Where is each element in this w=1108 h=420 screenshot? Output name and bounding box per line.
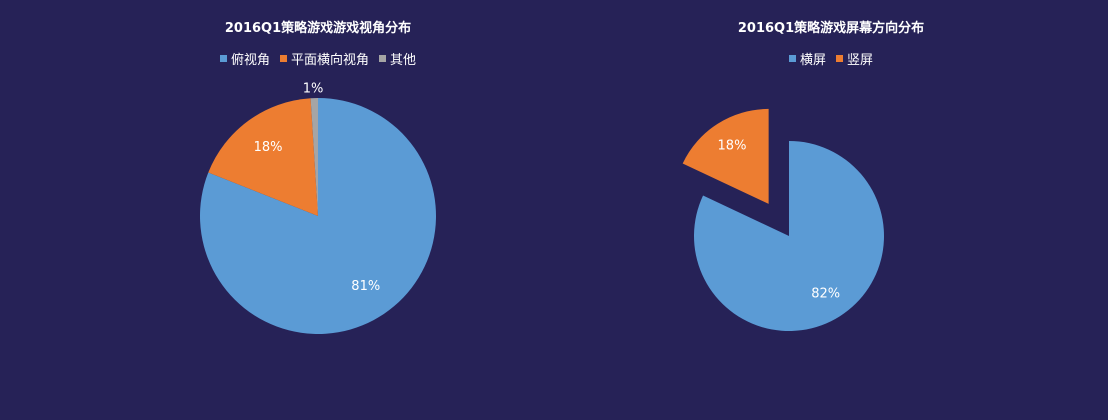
legend-item: 横屏 — [788, 49, 826, 68]
view-angle-pie: 81% 18% 1% — [199, 82, 437, 335]
legend-item: 其他 — [379, 49, 416, 68]
screen-orientation-chart: 2016Q1策略游戏屏幕方向分布 横屏 竖屏 82% 18% — [554, 0, 1108, 420]
data-label: 81% — [351, 279, 380, 294]
chart-legend: 横屏 竖屏 — [554, 49, 1108, 68]
view-angle-chart: 2016Q1策略游戏游戏视角分布 俯视角 平面横向视角 其他 81% 18% 1% — [0, 21, 636, 335]
legend-swatch — [379, 55, 386, 62]
chart-title: 2016Q1策略游戏屏幕方向分布 — [737, 21, 925, 36]
legend-item: 平面横向视角 — [279, 49, 369, 68]
legend-swatch — [279, 55, 287, 62]
legend-label: 平面横向视角 — [290, 53, 369, 68]
legend-label: 竖屏 — [847, 53, 874, 68]
legend-label: 横屏 — [799, 53, 826, 68]
chart-title: 2016Q1策略游戏游戏视角分布 — [224, 21, 412, 36]
pie-slice — [199, 98, 437, 335]
data-label: 18% — [254, 140, 283, 155]
legend-label: 俯视角 — [230, 53, 270, 68]
pie-slice — [694, 141, 884, 331]
legend-swatch — [836, 55, 843, 62]
chart-legend: 俯视角 平面横向视角 其他 — [0, 49, 636, 68]
legend-label: 其他 — [390, 53, 417, 68]
legend-swatch — [788, 55, 796, 62]
legend-item: 俯视角 — [219, 49, 270, 68]
pie-slice — [682, 108, 769, 204]
legend-swatch — [219, 55, 227, 62]
pie-slice — [310, 98, 318, 216]
data-label: 1% — [303, 82, 324, 97]
screen-orientation-pie: 82% 18% — [682, 108, 884, 331]
data-label: 82% — [811, 286, 840, 301]
data-label: 18% — [718, 139, 747, 154]
pie-slice — [208, 98, 318, 216]
legend-item: 竖屏 — [836, 49, 873, 68]
